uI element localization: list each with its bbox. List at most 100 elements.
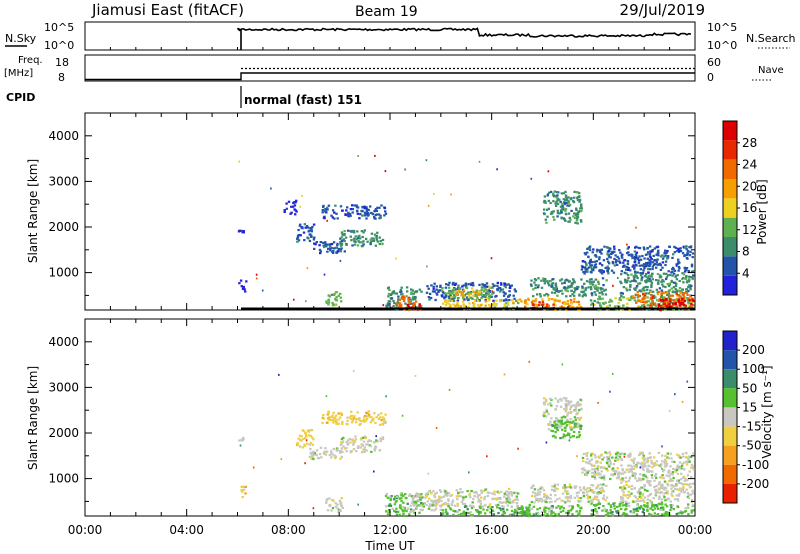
data-cell <box>595 255 598 258</box>
data-cell <box>306 267 309 270</box>
data-cell <box>618 505 621 508</box>
data-cell <box>569 486 572 489</box>
data-cell <box>388 288 391 292</box>
data-cell <box>327 301 331 304</box>
data-cell <box>654 474 657 478</box>
data-cell <box>547 496 550 499</box>
data-cell <box>365 412 368 415</box>
data-cell <box>596 289 599 292</box>
data-cell <box>583 266 587 269</box>
data-cell <box>322 417 325 420</box>
data-cell <box>452 289 455 292</box>
data-cell <box>636 293 639 297</box>
data-cell <box>540 279 543 282</box>
data-cell <box>515 508 519 511</box>
data-cell <box>339 501 343 504</box>
data-cell <box>651 476 654 479</box>
data-cell <box>440 294 443 297</box>
data-cell <box>625 268 628 271</box>
data-cell <box>535 497 538 500</box>
data-cell <box>643 304 646 307</box>
data-cell <box>665 511 668 514</box>
power-data <box>237 154 695 312</box>
data-cell <box>296 240 299 243</box>
data-cell <box>586 493 589 496</box>
data-cell <box>515 498 518 501</box>
data-cell <box>457 491 460 494</box>
data-cell <box>660 513 664 516</box>
data-cell <box>330 293 334 296</box>
data-cell <box>542 277 545 280</box>
data-cell <box>671 268 674 271</box>
data-cell <box>341 209 344 212</box>
x-tick-label: 04:00 <box>169 523 204 537</box>
data-cell <box>395 513 399 516</box>
data-cell <box>671 291 674 294</box>
data-cell <box>658 287 662 290</box>
data-cell <box>460 500 464 504</box>
data-cell <box>347 229 350 232</box>
data-cell <box>444 508 447 511</box>
data-cell <box>686 491 690 495</box>
data-cell <box>403 308 406 311</box>
data-cell <box>563 201 567 204</box>
data-cell <box>539 497 543 500</box>
data-cell <box>690 511 693 514</box>
data-cell <box>555 299 558 302</box>
data-cell <box>619 500 623 503</box>
data-cell <box>343 447 347 450</box>
data-cell <box>491 283 495 286</box>
freq-tick-top: 18 <box>55 56 69 69</box>
data-cell <box>668 409 671 412</box>
data-cell <box>553 299 556 302</box>
data-cell <box>687 503 690 506</box>
data-cell <box>589 264 592 267</box>
data-cell <box>308 239 312 243</box>
data-cell <box>635 509 638 512</box>
data-cell <box>551 430 555 433</box>
data-cell <box>242 286 245 289</box>
data-cell <box>347 211 350 214</box>
data-cell <box>545 410 549 413</box>
data-cell <box>663 462 666 465</box>
data-cell <box>654 493 658 496</box>
data-cell <box>654 491 658 494</box>
data-cell <box>572 215 575 218</box>
data-cell <box>622 485 626 488</box>
data-cell <box>581 456 585 460</box>
data-cell <box>590 463 593 466</box>
data-cell <box>634 280 638 283</box>
colorbar-tick-label: -200 <box>742 477 769 491</box>
data-cell <box>545 497 548 501</box>
data-cell <box>559 507 562 510</box>
data-cell <box>569 426 573 429</box>
data-cell <box>602 474 606 477</box>
data-cell <box>647 279 651 282</box>
data-cell <box>588 489 591 493</box>
data-cell <box>351 419 354 422</box>
data-cell <box>295 199 298 202</box>
data-cell <box>367 413 371 416</box>
data-cell <box>565 197 568 200</box>
data-cell <box>565 434 569 437</box>
data-cell <box>319 250 322 253</box>
data-cell <box>496 284 499 287</box>
data-cell <box>550 488 554 491</box>
data-cell <box>506 301 510 304</box>
data-cell <box>496 503 500 506</box>
data-cell <box>572 430 576 433</box>
data-cell <box>378 423 382 426</box>
data-cell <box>393 510 396 513</box>
data-cell <box>348 212 352 216</box>
data-cell <box>339 244 343 247</box>
data-cell <box>533 278 537 281</box>
data-cell <box>677 488 681 491</box>
data-cell <box>628 288 631 291</box>
data-cell <box>444 502 447 505</box>
data-cell <box>681 462 684 465</box>
data-cell <box>348 416 352 419</box>
data-cell <box>469 296 472 299</box>
data-cell <box>492 513 496 516</box>
data-cell <box>666 257 669 260</box>
data-cell <box>240 485 243 488</box>
